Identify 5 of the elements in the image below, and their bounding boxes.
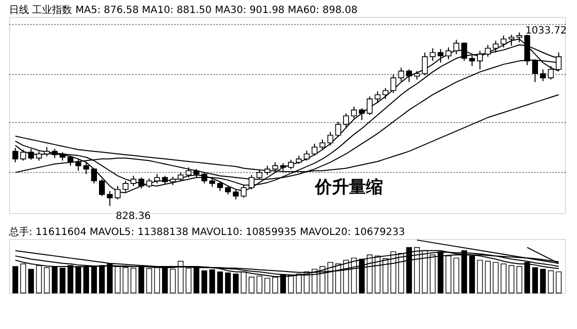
- annotation: 价升量缩: [314, 178, 383, 198]
- annotation: 1033.72: [525, 25, 567, 36]
- chart-title: 总手: 11611604 MAVOL5: 11388138 MAVOL10: 10859935 MAVOL20: 10679233: [8, 226, 405, 238]
- chart-title: 日线 工业指数 MA5: 876.58 MA10: 881.50 MA30: 901.98 MA60: 898.08: [9, 4, 358, 16]
- annotation: 828.36: [116, 210, 151, 222]
